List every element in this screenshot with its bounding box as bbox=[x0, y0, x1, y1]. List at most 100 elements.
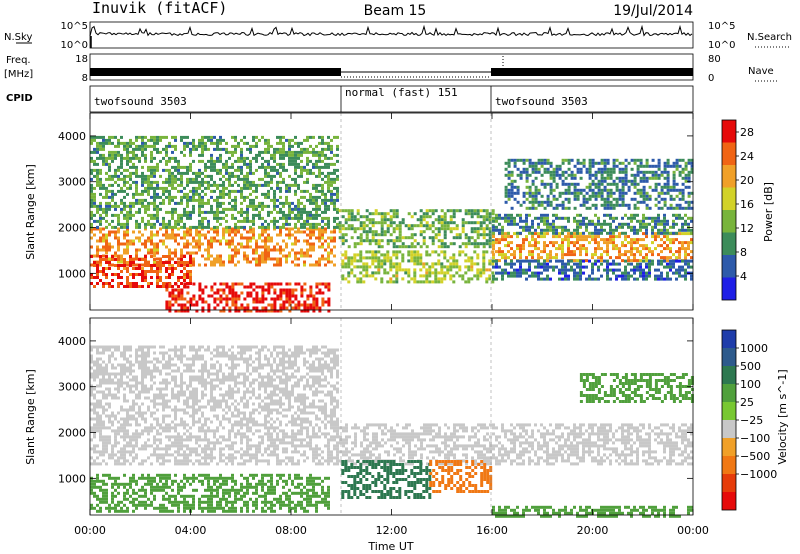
power-cell-3 bbox=[135, 138, 138, 142]
power-cell-5 bbox=[491, 271, 495, 275]
power-cell-3 bbox=[138, 201, 141, 205]
power-cell-3 bbox=[306, 138, 309, 142]
power-cell-9 bbox=[579, 170, 583, 174]
power-cell-3 bbox=[246, 165, 249, 169]
power-cell-0 bbox=[207, 230, 210, 234]
power-cell-0 bbox=[273, 257, 276, 261]
power-cell-5 bbox=[473, 262, 477, 266]
power-cell-3 bbox=[102, 210, 105, 214]
power-cell-3 bbox=[267, 225, 270, 229]
power-cell-3 bbox=[297, 141, 300, 145]
power-cell-3 bbox=[177, 189, 180, 193]
power-cell-4 bbox=[398, 239, 402, 243]
power-cell-3 bbox=[153, 168, 156, 172]
power-cell-1 bbox=[129, 255, 132, 258]
power-cell-3 bbox=[168, 210, 171, 214]
power-cell-7 bbox=[603, 219, 606, 223]
power-cell-8 bbox=[672, 259, 675, 263]
power-cell-9 bbox=[672, 182, 676, 186]
power-cell-2 bbox=[312, 297, 316, 301]
velocity-cell-0 bbox=[99, 438, 102, 442]
power-cell-7 bbox=[669, 225, 672, 229]
power-cell-4 bbox=[440, 242, 444, 246]
power-cell-7 bbox=[570, 231, 573, 235]
power-cell-3 bbox=[213, 189, 216, 193]
power-cell-6 bbox=[666, 235, 669, 239]
power-cell-1 bbox=[132, 282, 135, 285]
power-cell-5 bbox=[365, 262, 369, 266]
power-cell-1 bbox=[189, 261, 192, 264]
power-cell-3 bbox=[192, 207, 195, 211]
power-cell-3 bbox=[321, 135, 324, 139]
power-cell-7 bbox=[594, 231, 597, 235]
velocity-cell-0 bbox=[132, 444, 135, 448]
power-cell-3 bbox=[327, 171, 330, 175]
power-cell-3 bbox=[129, 144, 132, 148]
power-cell-2 bbox=[201, 300, 205, 304]
power-cell-6 bbox=[666, 256, 669, 260]
power-cell-6 bbox=[585, 259, 588, 263]
power-cell-6 bbox=[594, 235, 597, 239]
power-cell-5 bbox=[491, 250, 495, 254]
power-cell-8 bbox=[639, 271, 642, 275]
velocity-cell-0 bbox=[204, 444, 207, 448]
power-cell-0 bbox=[192, 245, 195, 249]
power-cell-5 bbox=[383, 268, 387, 272]
power-cell-8 bbox=[690, 265, 693, 269]
power-cell-8 bbox=[573, 271, 576, 275]
power-cell-6 bbox=[504, 244, 507, 248]
power-cell-3 bbox=[96, 210, 99, 214]
power-cell-3 bbox=[243, 162, 246, 166]
power-cell-7 bbox=[546, 225, 549, 229]
power-cell-1 bbox=[138, 267, 141, 270]
power-cell-6 bbox=[543, 241, 546, 245]
power-cell-8 bbox=[678, 268, 681, 272]
velocity-cell-0 bbox=[138, 423, 141, 427]
power-cell-3 bbox=[111, 195, 114, 199]
power-cell-3 bbox=[219, 192, 222, 196]
nsky-tick-bottom: 10^0 bbox=[61, 40, 88, 51]
power-cell-3 bbox=[261, 222, 264, 226]
power-cell-4 bbox=[422, 218, 426, 222]
power-cell-1 bbox=[96, 276, 99, 279]
power-cell-9 bbox=[546, 158, 550, 162]
velocity-cell-0 bbox=[138, 447, 141, 451]
power-cell-1 bbox=[111, 285, 114, 288]
power-cell-3 bbox=[249, 171, 252, 175]
power-cell-4 bbox=[374, 212, 378, 216]
power-cell-2 bbox=[279, 288, 283, 292]
power-cell-5 bbox=[470, 277, 474, 281]
power-cell-7 bbox=[552, 225, 555, 229]
power-cell-9 bbox=[618, 179, 622, 183]
power-cell-5 bbox=[443, 277, 447, 281]
power-cell-3 bbox=[336, 147, 339, 151]
power-cell-1 bbox=[96, 261, 99, 264]
velocity-cell-0 bbox=[96, 429, 99, 433]
power-cell-2 bbox=[297, 282, 301, 286]
power-cell-3 bbox=[156, 135, 159, 139]
power-cell-6 bbox=[618, 247, 621, 251]
power-cell-4 bbox=[398, 227, 402, 231]
power-cell-3 bbox=[219, 135, 222, 139]
power-cell-9 bbox=[510, 182, 514, 186]
power-cell-9 bbox=[624, 164, 628, 168]
power-cell-4 bbox=[356, 218, 360, 222]
power-cell-3 bbox=[213, 162, 216, 166]
power-cell-6 bbox=[495, 241, 498, 245]
power-cell-0 bbox=[195, 230, 198, 234]
power-cell-2 bbox=[246, 294, 250, 298]
power-cell-0 bbox=[117, 230, 120, 234]
power-cell-4 bbox=[446, 224, 450, 228]
power-cell-1 bbox=[114, 258, 117, 261]
power-cell-3 bbox=[159, 186, 162, 190]
power-cell-3 bbox=[258, 210, 261, 214]
power-cell-9 bbox=[555, 167, 559, 171]
power-cell-6 bbox=[648, 250, 651, 254]
power-cell-0 bbox=[312, 245, 315, 249]
power-cell-3 bbox=[309, 216, 312, 220]
power-cell-2 bbox=[177, 294, 181, 298]
velocity-cell-0 bbox=[129, 444, 132, 448]
power-cell-5 bbox=[407, 259, 411, 263]
power-cell-3 bbox=[300, 159, 303, 163]
power-cell-9 bbox=[678, 206, 682, 210]
